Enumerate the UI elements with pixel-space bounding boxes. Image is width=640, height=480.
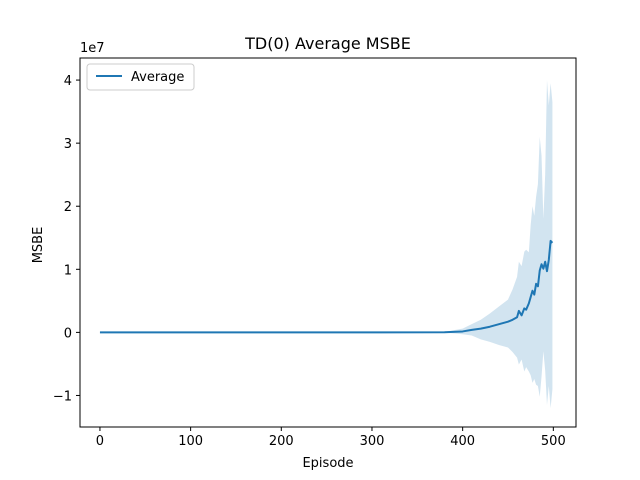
legend-box <box>86 63 195 91</box>
y-tick-label: 2 <box>64 200 72 215</box>
legend-entry-average: Average <box>131 70 184 85</box>
y-tick-label: 4 <box>64 74 72 89</box>
y-tick-label: 0 <box>64 326 72 341</box>
x-tick-label: 400 <box>450 434 475 449</box>
legend: Average <box>86 63 195 91</box>
y-tick-label: 1 <box>64 263 72 278</box>
chart-title: TD(0) Average MSBE <box>244 34 411 53</box>
x-tick-label: 500 <box>541 434 566 449</box>
series-line-average <box>99 239 554 334</box>
confidence-band-layer <box>99 80 553 409</box>
y-tick-label: 3 <box>64 137 72 152</box>
x-tick-label: 200 <box>269 434 294 449</box>
plot-frame <box>79 57 577 428</box>
x-tick-label: 300 <box>360 434 385 449</box>
x-axis-label: Episode <box>302 456 353 471</box>
series-band-average <box>99 80 553 409</box>
y-offset-text: 1e7 <box>80 41 105 56</box>
y-axis-ticks: −1 0 1 2 3 4 <box>53 74 80 404</box>
series-line-layer <box>99 239 554 334</box>
x-tick-label: 100 <box>178 434 203 449</box>
x-tick-label: 0 <box>96 434 104 449</box>
x-axis-ticks: 0 100 200 300 400 500 <box>96 427 566 449</box>
y-tick-label: −1 <box>53 389 72 404</box>
y-axis-label: MSBE <box>31 227 46 264</box>
